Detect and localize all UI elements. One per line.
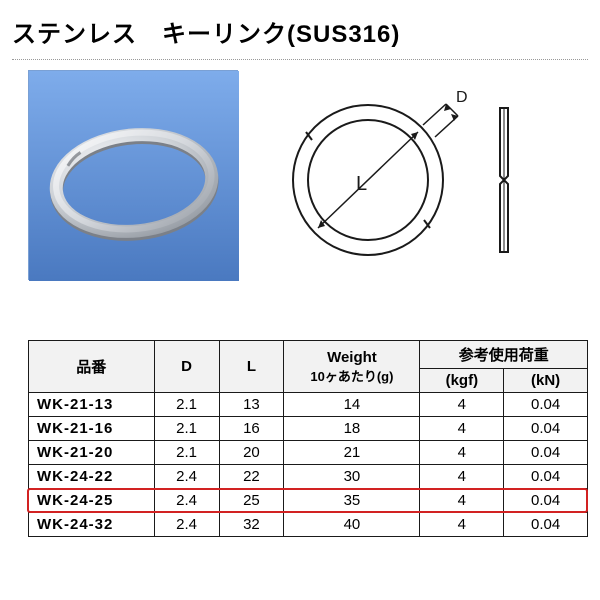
th-kgf: (kgf) [420, 369, 504, 393]
table-row: WK-24-222.4223040.04 [29, 465, 588, 489]
cell-l: 32 [219, 513, 284, 537]
cell-kgf: 4 [420, 489, 504, 513]
cell-d: 2.4 [154, 489, 219, 513]
cell-l: 25 [219, 489, 284, 513]
divider [12, 59, 588, 60]
th-d: D [154, 341, 219, 393]
cell-kn: 0.04 [504, 465, 588, 489]
cell-weight: 14 [284, 393, 420, 417]
cell-d: 2.1 [154, 417, 219, 441]
cell-weight: 30 [284, 465, 420, 489]
page-title: ステンレス キーリンク(SUS316) [12, 8, 588, 59]
cell-weight: 21 [284, 441, 420, 465]
cell-d: 2.4 [154, 513, 219, 537]
cell-d: 2.1 [154, 393, 219, 417]
th-weight-top: Weight [327, 349, 377, 366]
cell-model: WK-21-20 [29, 441, 155, 465]
spec-table-wrap: 品番 D L Weight 10ヶあたり(g) 参考使用荷重 (kgf) (kN… [12, 340, 588, 537]
th-model: 品番 [29, 341, 155, 393]
th-kn: (kN) [504, 369, 588, 393]
table-row: WK-21-202.1202140.04 [29, 441, 588, 465]
th-l: L [219, 341, 284, 393]
cell-model: WK-21-16 [29, 417, 155, 441]
table-row: WK-24-252.4253540.04 [29, 489, 588, 513]
cell-l: 22 [219, 465, 284, 489]
cell-l: 20 [219, 441, 284, 465]
table-row: WK-24-322.4324040.04 [29, 513, 588, 537]
diagram-label-d: D [456, 89, 468, 106]
cell-weight: 40 [284, 513, 420, 537]
cell-l: 16 [219, 417, 284, 441]
cell-model: WK-24-22 [29, 465, 155, 489]
cell-kn: 0.04 [504, 393, 588, 417]
cell-model: WK-24-25 [29, 489, 155, 513]
cell-kn: 0.04 [504, 417, 588, 441]
cell-weight: 18 [284, 417, 420, 441]
th-load-group: 参考使用荷重 [420, 341, 588, 369]
cell-kgf: 4 [420, 417, 504, 441]
cell-d: 2.4 [154, 465, 219, 489]
cell-model: WK-21-13 [29, 393, 155, 417]
spec-table: 品番 D L Weight 10ヶあたり(g) 参考使用荷重 (kgf) (kN… [28, 340, 588, 537]
th-weight: Weight 10ヶあたり(g) [284, 341, 420, 393]
table-row: WK-21-132.1131440.04 [29, 393, 588, 417]
diagram-label-l: L [356, 173, 367, 195]
cell-weight: 35 [284, 489, 420, 513]
table-row: WK-21-162.1161840.04 [29, 417, 588, 441]
cell-kn: 0.04 [504, 513, 588, 537]
dimension-diagram: D L [268, 80, 528, 270]
cell-d: 2.1 [154, 441, 219, 465]
th-weight-sub: 10ヶあたり(g) [310, 369, 393, 384]
cell-l: 13 [219, 393, 284, 417]
cell-model: WK-24-32 [29, 513, 155, 537]
cell-kn: 0.04 [504, 441, 588, 465]
cell-kgf: 4 [420, 465, 504, 489]
cell-kgf: 4 [420, 393, 504, 417]
product-photo [28, 70, 238, 280]
cell-kgf: 4 [420, 441, 504, 465]
image-row: D L [12, 70, 588, 280]
cell-kgf: 4 [420, 513, 504, 537]
cell-kn: 0.04 [504, 489, 588, 513]
